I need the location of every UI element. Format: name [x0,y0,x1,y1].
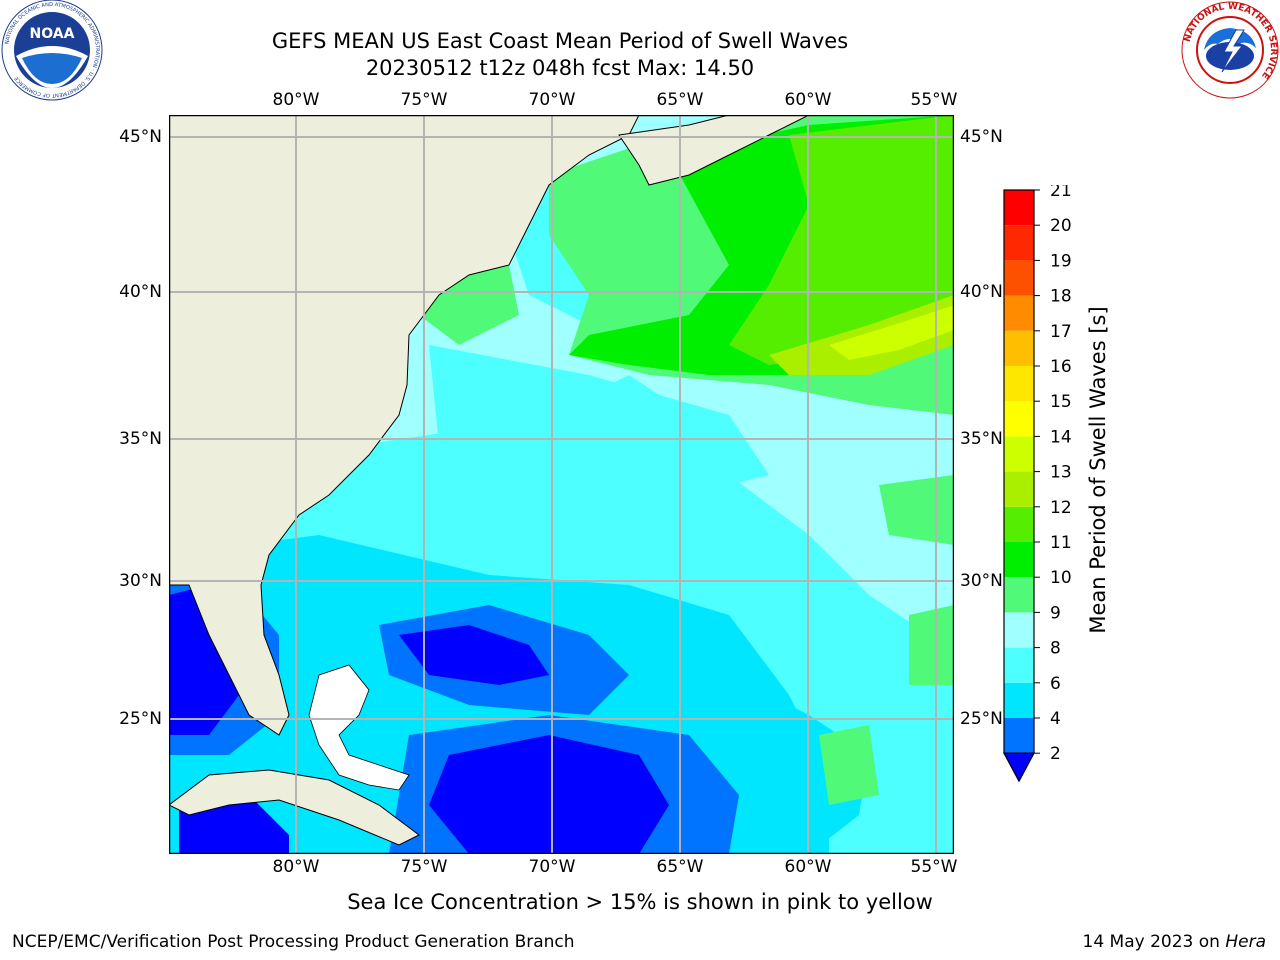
land-maritimes [618,115,810,186]
noaa-logo-text: NOAA [30,26,75,42]
lon-label-bottom-55w: 55°W [910,857,958,877]
lon-label-bottom-65w: 65°W [656,857,704,877]
colorbar-tick-label: 9 [1050,603,1061,623]
colorbar-segment [1004,577,1034,613]
lat-label-left-45n: 45°N [119,127,162,147]
colorbar-segment [1004,718,1034,754]
colorbar-segment [1004,612,1034,648]
colorbar-tick-label: 18 [1050,287,1072,307]
colorbar-segment [1004,647,1034,683]
colorbar: 2 4 6 8 9 10 11 12 13 14 15 16 17 18 19 20 21 [1002,185,1072,783]
colorbar-tick-label: 12 [1050,498,1072,518]
colorbar-tick-label: 14 [1050,427,1072,447]
map-frame [169,115,954,854]
lon-label-bottom-75w: 75°W [400,857,448,877]
footer-branch: NCEP/EMC/Verification Post Processing Pr… [12,932,575,952]
swell-zone-9-10s-south [819,725,879,805]
lon-label-top-60w: 60°W [784,90,832,110]
colorbar-tick-label: 8 [1050,639,1061,659]
swell-zone-6-8s-mid [429,345,769,495]
colorbar-segment [1004,401,1034,437]
lon-label-top-80w: 80°W [272,90,320,110]
lat-label-right-25n: 25°N [960,709,1003,729]
colorbar-tick-label: 10 [1050,568,1072,588]
swell-zone-below-2s [399,625,549,685]
colorbar-tick-label: 6 [1050,674,1061,694]
lon-label-bottom-70w: 70°W [528,857,576,877]
lat-label-left-30n: 30°N [119,571,162,591]
colorbar-segment [1004,506,1034,542]
colorbar-segment [1004,260,1034,296]
colorbar-segment [1004,471,1034,507]
colorbar-segment [1004,366,1034,402]
noaa-logo-icon: NOAA NATIONAL OCEANIC AND ATMOSPHERIC AD… [1,0,103,101]
lat-label-right-30n: 30°N [960,571,1003,591]
lat-label-right-45n: 45°N [960,127,1003,147]
chart-subtitle: 20230512 t12z 048h fcst Max: 14.50 [365,56,755,80]
colorbar-tick-label: 17 [1050,322,1072,342]
swell-period-map [169,115,954,854]
footer-date: 14 May 2023 on Hera [1083,932,1267,952]
land-cuba [169,769,420,846]
colorbar-segment [1004,330,1034,366]
lon-label-top-65w: 65°W [656,90,704,110]
colorbar-segment [1004,225,1034,261]
lon-label-bottom-80w: 80°W [272,857,320,877]
nws-logo-icon: NATIONAL WEATHER SERVICE [1181,1,1279,99]
colorbar-segment [1004,190,1034,226]
lon-label-top-75w: 75°W [400,90,448,110]
footer-host: Hera [1225,932,1266,952]
lon-label-bottom-60w: 60°W [784,857,832,877]
lat-label-left-40n: 40°N [119,282,162,302]
land-north-america [169,115,640,736]
colorbar-tick-label: 20 [1050,216,1072,236]
land-bahamas [308,664,410,791]
colorbar-tick-label: 19 [1050,251,1072,271]
colorbar-segment [1004,295,1034,331]
lat-label-left-35n: 35°N [119,429,162,449]
colorbar-tick-label: 11 [1050,533,1072,553]
colorbar-segment [1004,542,1034,578]
colorbar-extend-min [1002,752,1036,783]
swell-zone-9-10s-se [909,605,954,685]
footer-date-text: 14 May 2023 on [1082,932,1220,952]
lon-label-top-55w: 55°W [910,90,958,110]
colorbar-segment [1004,436,1034,472]
colorbar-label: Mean Period of Swell Waves [s] [1086,306,1110,634]
chart-title: GEFS MEAN US East Coast Mean Period of S… [271,29,849,53]
swell-zone-below-2s-south [429,735,669,854]
colorbar-segment [1004,682,1034,718]
sea-ice-note: Sea Ice Concentration > 15% is shown in … [347,890,933,914]
colorbar-tick-label: 4 [1050,709,1061,729]
colorbar-tick-label: 16 [1050,357,1072,377]
graticule [169,115,954,854]
colorbar-tick-label: 2 [1050,744,1061,764]
colorbar-tick-label: 15 [1050,392,1072,412]
swell-zone-9-10s-east [879,475,954,545]
swell-zone-13-15s [829,305,954,360]
colorbar-tick-label: 21 [1050,185,1072,201]
colorbar-tick-label: 13 [1050,463,1072,483]
lon-label-top-70w: 70°W [528,90,576,110]
lat-label-right-35n: 35°N [960,429,1003,449]
swell-zone-11-12s [729,115,954,365]
lat-label-right-40n: 40°N [960,282,1003,302]
lat-label-left-25n: 25°N [119,709,162,729]
